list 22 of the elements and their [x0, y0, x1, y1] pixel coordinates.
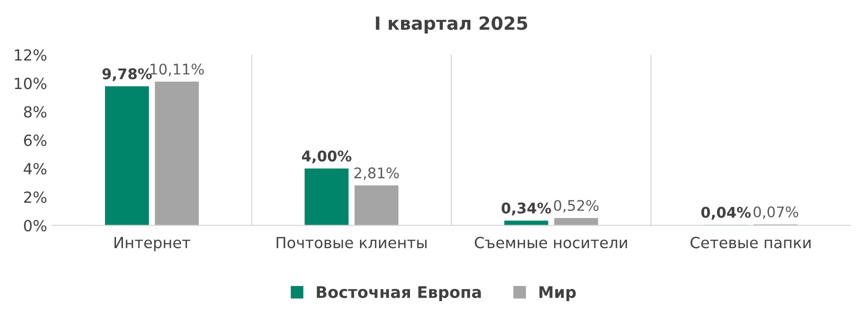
y-tick-label: 6% — [24, 134, 46, 146]
x-tick-label: Почтовые клиенты — [276, 236, 427, 248]
data-label: 0,52% — [554, 200, 598, 212]
data-label: 0,07% — [754, 206, 798, 219]
y-tick-label: 2% — [24, 191, 46, 203]
y-tick-label: 8% — [24, 106, 46, 118]
x-tick-label: Съемные носители — [474, 236, 627, 248]
y-tick-label: 4% — [24, 162, 46, 175]
data-label: 9,78% — [102, 68, 152, 82]
data-label: 0,04% — [701, 206, 751, 220]
y-tick-label: 10% — [14, 78, 46, 90]
data-label: 4,00% — [302, 150, 352, 164]
data-label: 0,34% — [502, 202, 552, 216]
data-label: 10,11% — [150, 64, 204, 76]
x-tick-label: Сетевые папки — [690, 236, 811, 248]
chart-title: I квартал 2025 — [376, 16, 528, 34]
legend-label: Восточная Европа — [316, 286, 481, 302]
y-tick-label: 0% — [24, 220, 46, 232]
y-tick-label: 12% — [14, 49, 46, 61]
legend-label: Мир — [539, 286, 576, 302]
x-tick-label: Интернет — [114, 236, 190, 252]
data-label: 2,81% — [354, 167, 399, 180]
